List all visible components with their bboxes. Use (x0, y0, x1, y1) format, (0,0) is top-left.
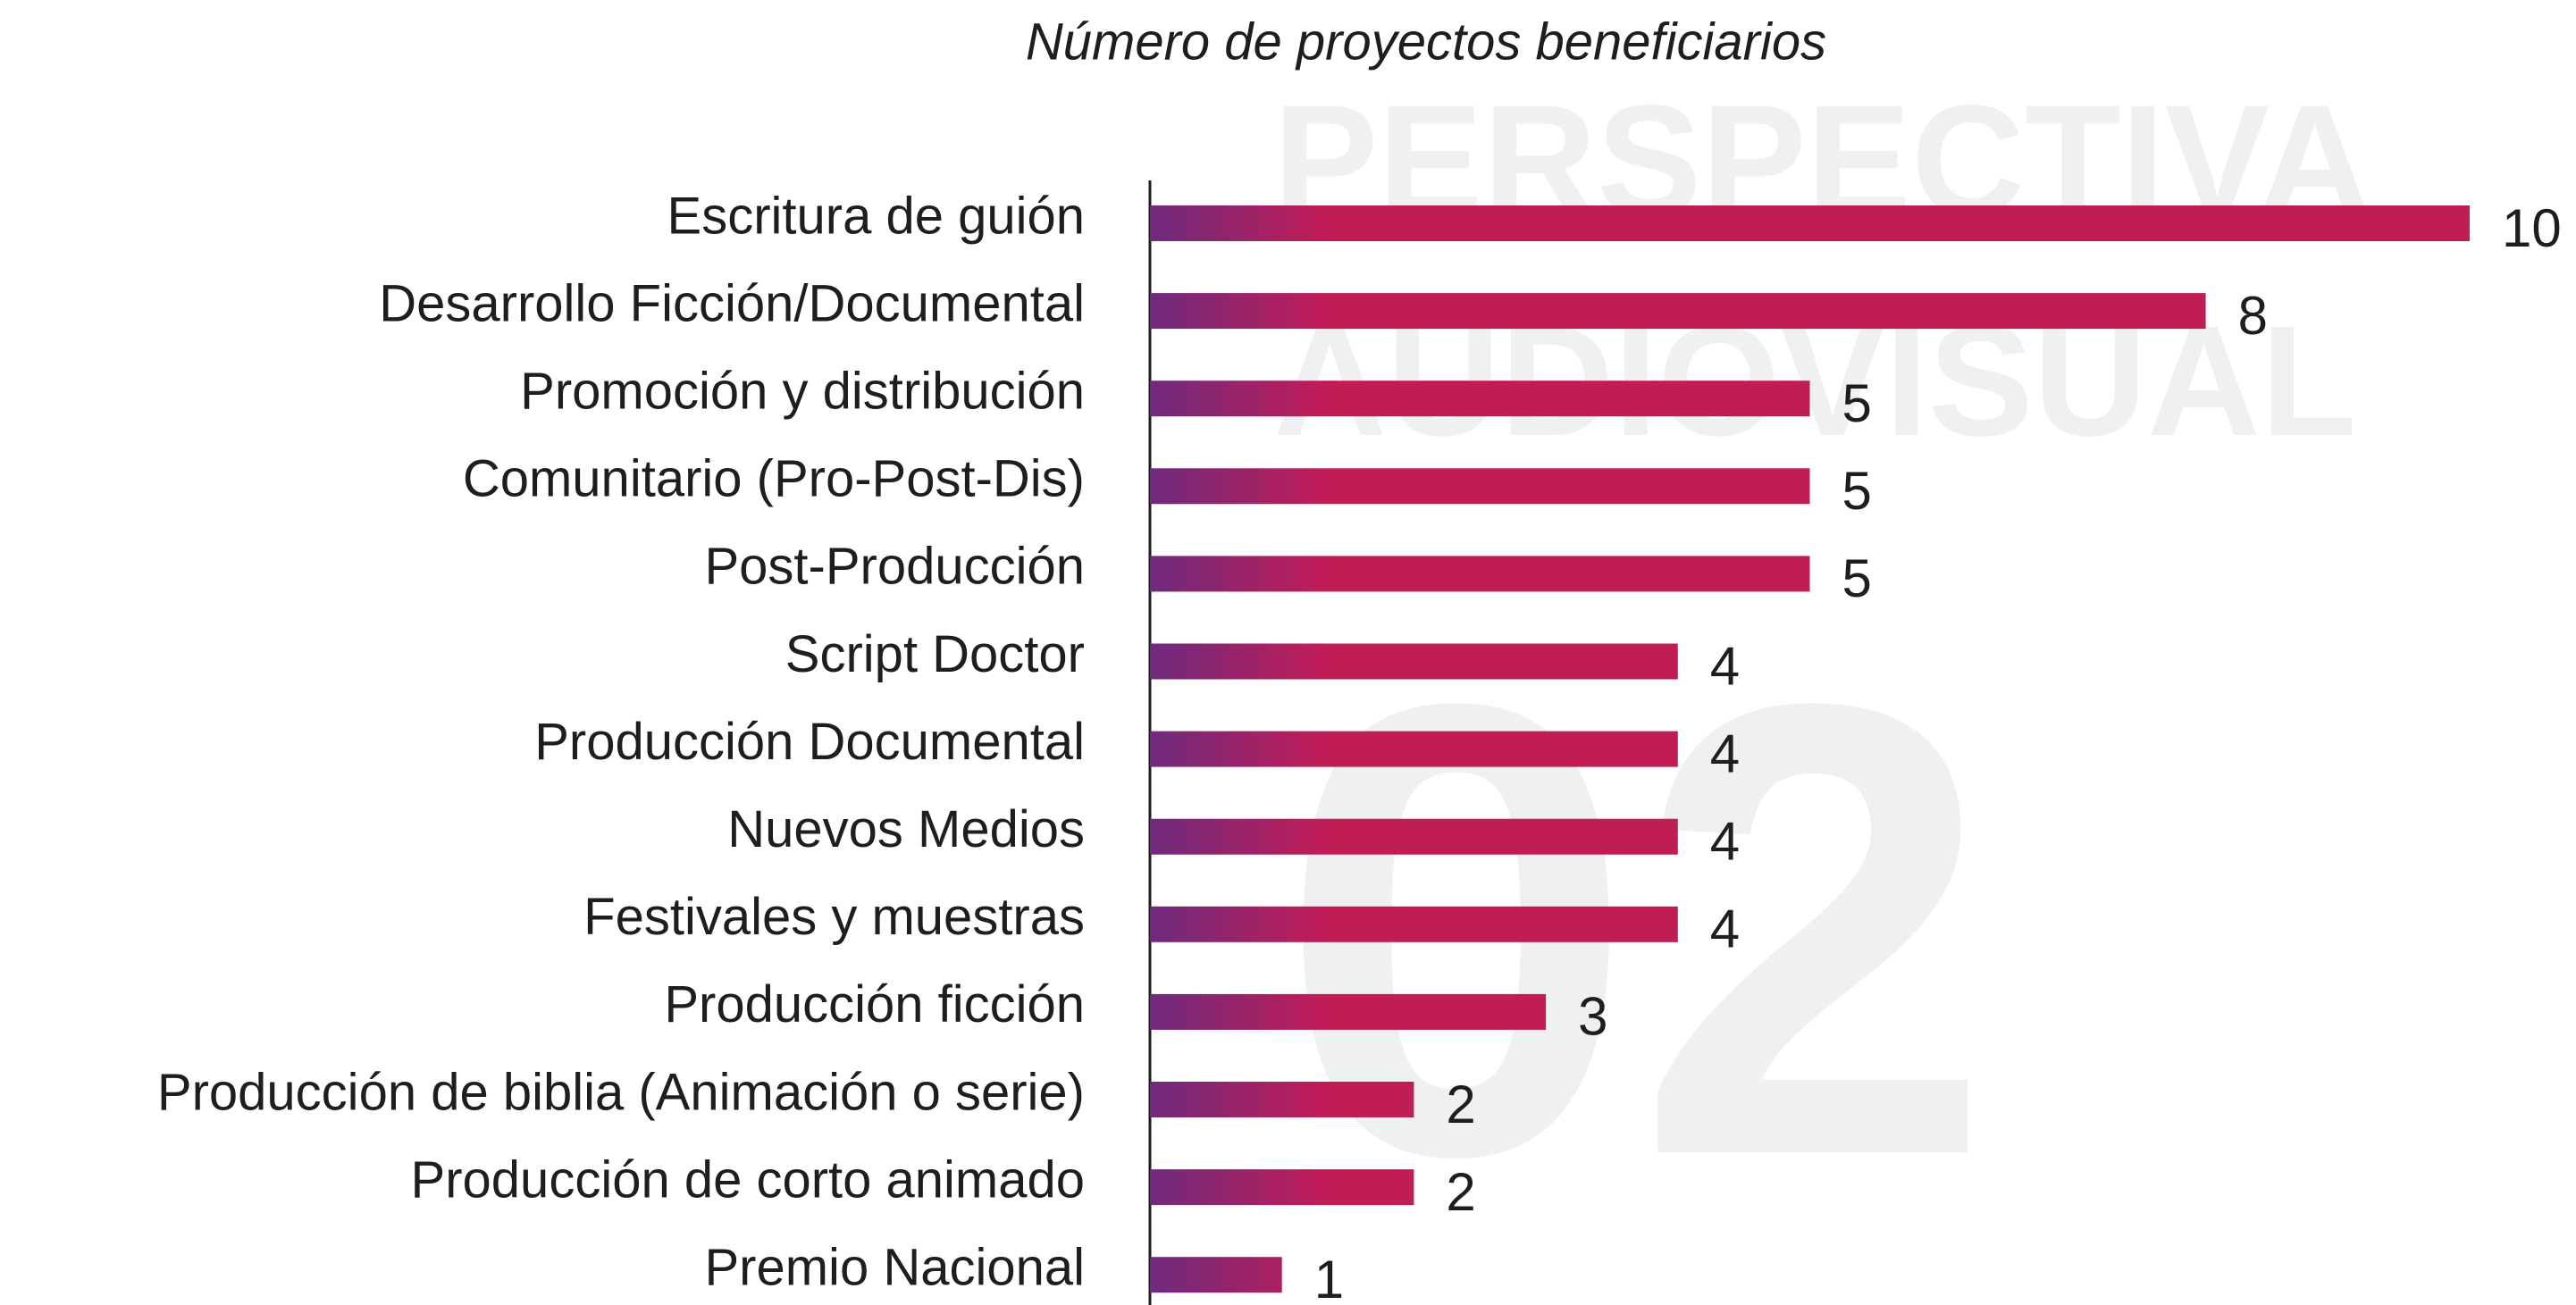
category-label: Nuevos Medios (727, 800, 1085, 858)
bar (1150, 731, 1678, 767)
value-label: 5 (1842, 548, 1872, 608)
bar (1150, 906, 1678, 942)
value-label: 8 (2238, 286, 2268, 346)
bar (1150, 556, 1810, 592)
value-label: 5 (1842, 461, 1872, 521)
value-label: 4 (1710, 812, 1740, 872)
category-label: Premio Nacional (704, 1239, 1085, 1297)
bar (1150, 381, 1810, 417)
value-label: 5 (1842, 373, 1872, 433)
bar (1150, 993, 1547, 1030)
bar (1150, 205, 2470, 241)
chart-title: Número de proyectos beneficiarios (1026, 13, 1826, 71)
bar (1150, 643, 1678, 680)
value-label: 4 (1710, 899, 1740, 959)
bar (1150, 1169, 1414, 1206)
bar (1150, 468, 1810, 505)
category-label: Desarrollo Ficción/Documental (379, 274, 1085, 332)
bar (1150, 1082, 1414, 1117)
value-label: 4 (1710, 636, 1740, 696)
value-label: 3 (1578, 987, 1607, 1047)
category-label: Producción ficción (664, 975, 1085, 1033)
category-label: Promoción y distribución (520, 363, 1085, 421)
value-label: 10 (2502, 198, 2562, 258)
value-label: 2 (1446, 1075, 1475, 1134)
value-label: 1 (1314, 1250, 1344, 1305)
category-label: Festivales y muestras (583, 888, 1085, 946)
category-label: Producción Documental (534, 713, 1085, 771)
category-label: Producción de biblia (Animación o serie) (157, 1063, 1085, 1121)
bar (1150, 293, 2206, 330)
category-label: Escritura de guión (667, 187, 1085, 245)
value-label: 4 (1710, 724, 1740, 783)
bar (1150, 818, 1678, 855)
value-label: 2 (1446, 1162, 1475, 1222)
bar (1150, 1257, 1282, 1293)
category-label: Producción de corto animado (411, 1150, 1085, 1209)
category-label: Script Doctor (785, 625, 1085, 683)
category-label: Comunitario (Pro-Post-Dis) (463, 450, 1085, 508)
category-label: Post-Producción (704, 538, 1085, 596)
